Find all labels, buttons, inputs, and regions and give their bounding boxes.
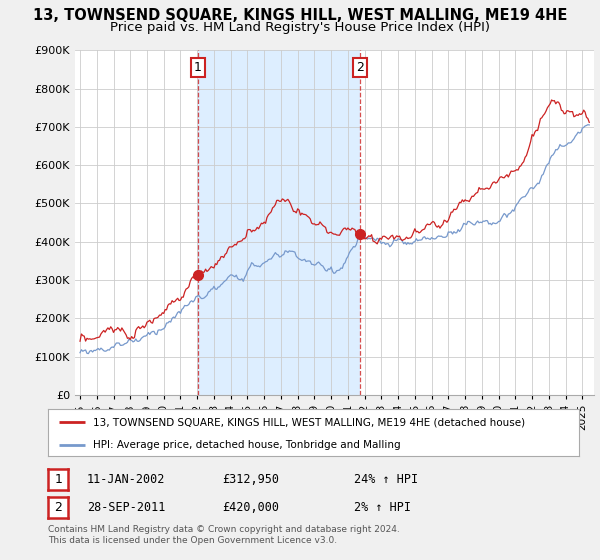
Text: 24% ↑ HPI: 24% ↑ HPI (354, 473, 418, 486)
Text: Price paid vs. HM Land Registry's House Price Index (HPI): Price paid vs. HM Land Registry's House … (110, 21, 490, 34)
Text: 2: 2 (54, 501, 62, 514)
Text: 11-JAN-2002: 11-JAN-2002 (87, 473, 166, 486)
Text: 13, TOWNSEND SQUARE, KINGS HILL, WEST MALLING, ME19 4HE: 13, TOWNSEND SQUARE, KINGS HILL, WEST MA… (33, 8, 567, 24)
Text: 2: 2 (356, 60, 364, 74)
Bar (198, 50, 360, 395)
Text: 1: 1 (194, 60, 202, 74)
Text: 2% ↑ HPI: 2% ↑ HPI (354, 501, 411, 514)
Text: 28-SEP-2011: 28-SEP-2011 (87, 501, 166, 514)
Text: 13, TOWNSEND SQUARE, KINGS HILL, WEST MALLING, ME19 4HE (detached house): 13, TOWNSEND SQUARE, KINGS HILL, WEST MA… (93, 417, 525, 427)
Text: £420,000: £420,000 (222, 501, 279, 514)
Text: Contains HM Land Registry data © Crown copyright and database right 2024.
This d: Contains HM Land Registry data © Crown c… (48, 525, 400, 545)
Text: HPI: Average price, detached house, Tonbridge and Malling: HPI: Average price, detached house, Tonb… (93, 440, 401, 450)
Text: £312,950: £312,950 (222, 473, 279, 486)
Text: 1: 1 (54, 473, 62, 486)
